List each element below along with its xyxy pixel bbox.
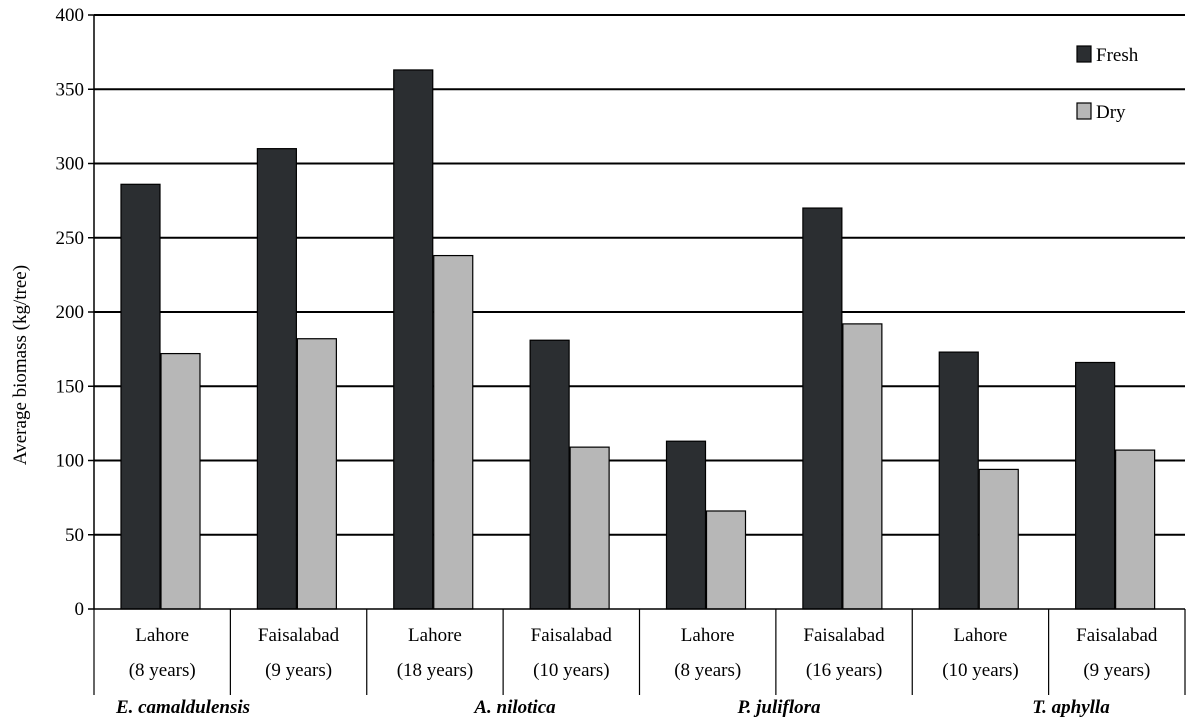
bar-fresh-1 xyxy=(120,183,161,610)
bar-dry-2 xyxy=(296,338,337,610)
category-label-1-site: Lahore xyxy=(135,625,189,646)
y-tick-label-100: 100 xyxy=(56,451,85,472)
species-label-1: E. camaldulensis xyxy=(115,697,250,718)
category-label-4-site: Faisalabad xyxy=(531,625,613,646)
bar-fresh-3 xyxy=(393,69,434,610)
category-label-8-site: Faisalabad xyxy=(1076,625,1158,646)
category-label-3-site: Lahore xyxy=(408,625,462,646)
category-label-5-site: Lahore xyxy=(681,625,735,646)
category-label-3-age: (18 years) xyxy=(397,660,474,681)
bar-fresh-7 xyxy=(938,351,979,610)
bar-dry-1 xyxy=(160,352,201,610)
y-tick-label-350: 350 xyxy=(56,79,85,100)
y-tick-label-200: 200 xyxy=(56,302,85,323)
axes xyxy=(88,14,1186,695)
category-label-2-age: (9 years) xyxy=(265,660,332,681)
species-label-2: A. nilotica xyxy=(473,697,556,718)
species-group-labels: E. camaldulensis A. nilotica P. juliflora T… xyxy=(115,697,1110,718)
category-label-6-site: Faisalabad xyxy=(803,625,885,646)
bar-dry-4 xyxy=(569,446,610,610)
bar-fresh-2 xyxy=(256,148,297,610)
bar-fresh-5 xyxy=(665,440,707,610)
y-tick-label-300: 300 xyxy=(56,154,85,175)
x-category-labels: Lahore (8 years) Faisalabad (9 years) Lahore… xyxy=(129,625,1158,681)
y-tick-label-50: 50 xyxy=(65,525,84,546)
bar-dry-8 xyxy=(1115,449,1156,610)
y-tick-label-400: 400 xyxy=(56,5,85,26)
category-label-4-age: (10 years) xyxy=(533,660,610,681)
bar-fresh-8 xyxy=(1075,361,1116,610)
category-label-8-age: (9 years) xyxy=(1083,660,1150,681)
legend-label-fresh: Fresh xyxy=(1096,45,1139,66)
legend-label-dry: Dry xyxy=(1096,102,1126,123)
bar-dry-5 xyxy=(705,510,747,610)
category-label-1-age: (8 years) xyxy=(129,660,196,681)
species-label-3: P. juliflora xyxy=(736,697,821,718)
bar-fresh-4 xyxy=(529,339,570,610)
category-label-7-site: Lahore xyxy=(954,625,1008,646)
bar-fresh-6 xyxy=(802,207,843,610)
category-label-6-age: (16 years) xyxy=(806,660,883,681)
bar-dry-3 xyxy=(433,254,474,610)
category-label-2-site: Faisalabad xyxy=(258,625,340,646)
bars xyxy=(120,69,1156,610)
legend: Fresh Dry xyxy=(1076,45,1139,123)
legend-swatch-fresh xyxy=(1076,45,1092,63)
species-label-4: T. aphylla xyxy=(1032,697,1110,718)
y-tick-label-0: 0 xyxy=(75,599,85,620)
legend-swatch-dry xyxy=(1076,102,1092,120)
y-axis-label: Average biomass (kg/tree) xyxy=(10,265,31,465)
bar-dry-6 xyxy=(842,323,883,610)
y-tick-label-150: 150 xyxy=(56,376,85,397)
bar-dry-7 xyxy=(978,468,1019,610)
category-label-7-age: (10 years) xyxy=(942,660,1019,681)
y-tick-labels: 0 50 100 150 200 250 300 350 400 xyxy=(56,5,85,620)
category-label-5-age: (8 years) xyxy=(674,660,741,681)
y-tick-label-250: 250 xyxy=(56,228,85,249)
